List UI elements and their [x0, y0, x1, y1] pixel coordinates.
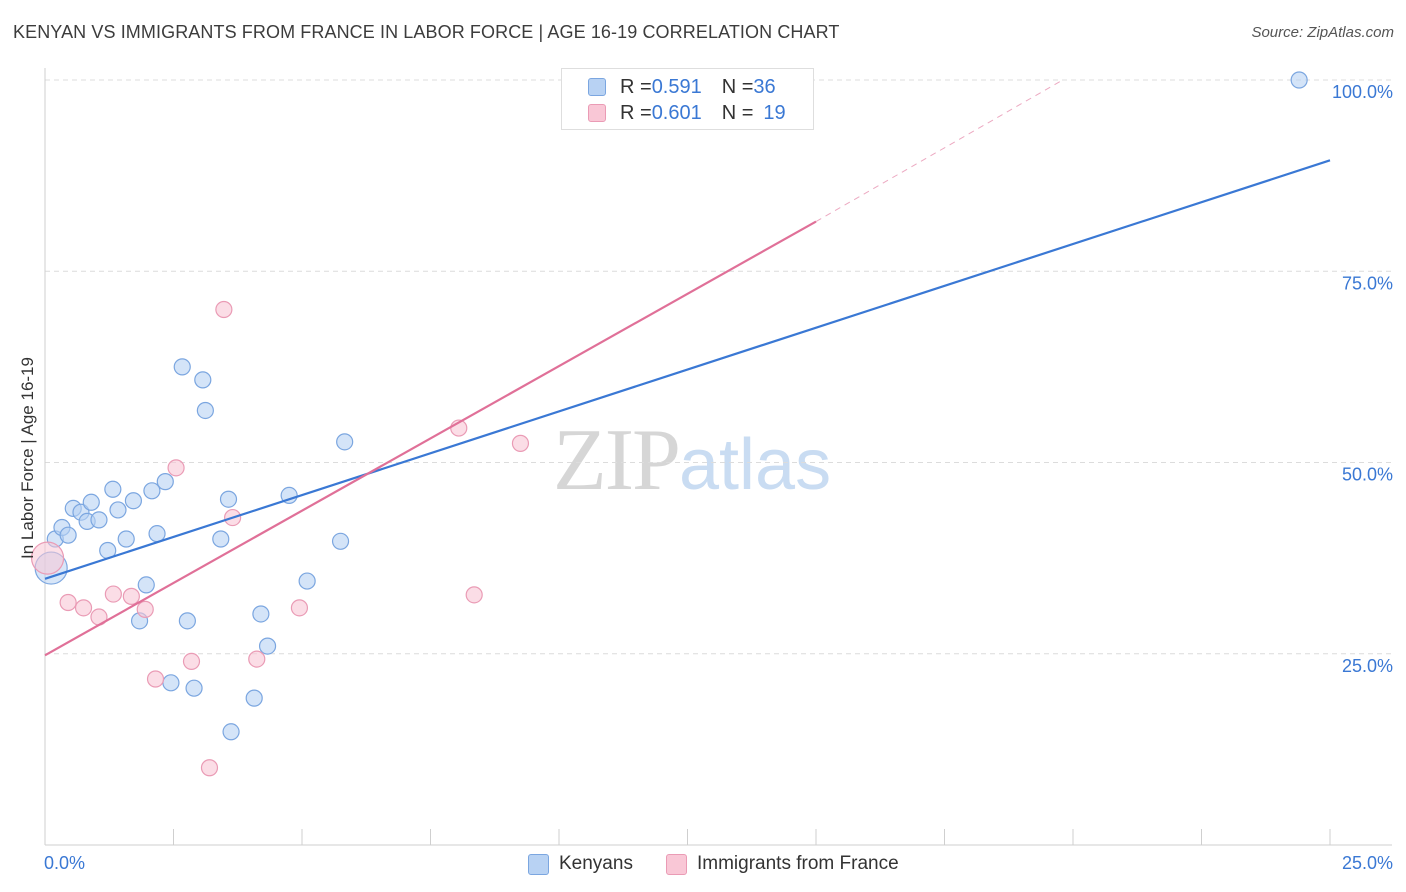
france-point [290, 599, 309, 617]
legend-r-label: R = [620, 101, 652, 124]
y-axis-title: In Labor Force | Age 16-19 [18, 357, 37, 559]
y-tick-label: 25.0% [1342, 656, 1393, 676]
kenyan-point [148, 525, 166, 543]
kenyan-point [252, 605, 270, 623]
x-tick-label: 0.0% [44, 853, 85, 873]
legend-swatch-pink [588, 104, 606, 122]
y-tick-label: 50.0% [1342, 465, 1393, 485]
kenyan-point [143, 482, 161, 500]
france-point [30, 541, 65, 575]
chart-title: KENYAN VS IMMIGRANTS FROM FRANCE IN LABO… [13, 22, 840, 42]
legend-row-france: R = 0.601 N = 19 [588, 101, 786, 125]
y-tick-label: 100.0% [1332, 82, 1393, 102]
kenyan-point [222, 723, 240, 741]
kenyan-point [331, 532, 350, 550]
kenyan-point [280, 486, 298, 504]
kenyan-point [117, 530, 135, 548]
legend-n-value: 19 [763, 101, 786, 124]
source-label: Source: ZipAtlas.com [1251, 24, 1394, 41]
kenyan-point [245, 689, 263, 707]
france-point [146, 670, 165, 688]
kenyan-point [59, 526, 77, 544]
legend-r-value: 0.601 [651, 101, 702, 124]
kenyan-point [156, 473, 174, 491]
kenyan-trendline [44, 159, 1331, 580]
kenyan-point [162, 674, 180, 692]
kenyan-point [336, 433, 354, 451]
kenyan-point [178, 612, 196, 630]
kenyan-point [1290, 71, 1308, 89]
france-point [215, 300, 233, 319]
kenyan-point [298, 572, 316, 590]
kenyan-point [109, 501, 127, 519]
france-point [465, 586, 483, 604]
kenyan-point [124, 492, 143, 510]
france-trendline [44, 220, 817, 657]
france-point [511, 434, 530, 452]
kenyan-point [82, 493, 100, 511]
bottom-legend-swatch-blue [528, 853, 549, 875]
france-point [200, 759, 219, 777]
france-point [136, 600, 154, 618]
kenyan-point [137, 576, 155, 594]
bottom-legend-kenyans: Kenyans [528, 852, 633, 876]
bottom-legend-swatch-pink [666, 853, 687, 875]
kenyan-point [212, 530, 230, 548]
legend-r-label: R = [620, 75, 652, 98]
kenyan-point [196, 401, 214, 420]
legend-n-label: N = [721, 101, 754, 124]
kenyan-point [104, 480, 122, 498]
kenyan-point [90, 511, 108, 529]
correlation-legend: R = 0.591 N = 36 R = 0.601 N = 19 [561, 68, 814, 130]
legend-n-value: 36 [753, 75, 776, 98]
bottom-legend-france: Immigrants from France [666, 852, 899, 876]
france-point [74, 599, 93, 617]
legend-n-label: N = [721, 75, 754, 98]
kenyan-point [173, 358, 191, 376]
legend-swatch-blue [588, 78, 606, 96]
kenyan-point [194, 371, 212, 389]
x-tick-label: 25.0% [1342, 853, 1393, 873]
france-point [122, 587, 140, 605]
france-point [248, 650, 266, 668]
y-tick-label: 75.0% [1342, 273, 1393, 293]
kenyan-point [258, 637, 277, 655]
bottom-legend-label: Immigrants from France [697, 853, 899, 874]
france-point [104, 585, 122, 603]
france-trendline-extension [815, 79, 1063, 222]
france-point [167, 459, 185, 477]
kenyan-point [219, 490, 238, 508]
france-point [59, 593, 77, 612]
legend-row-kenyans: R = 0.591 N = 36 [588, 75, 776, 99]
bottom-legend-label: Kenyans [559, 853, 633, 874]
legend-r-value: 0.591 [651, 75, 702, 98]
kenyan-point [185, 679, 203, 697]
france-point [182, 652, 201, 671]
